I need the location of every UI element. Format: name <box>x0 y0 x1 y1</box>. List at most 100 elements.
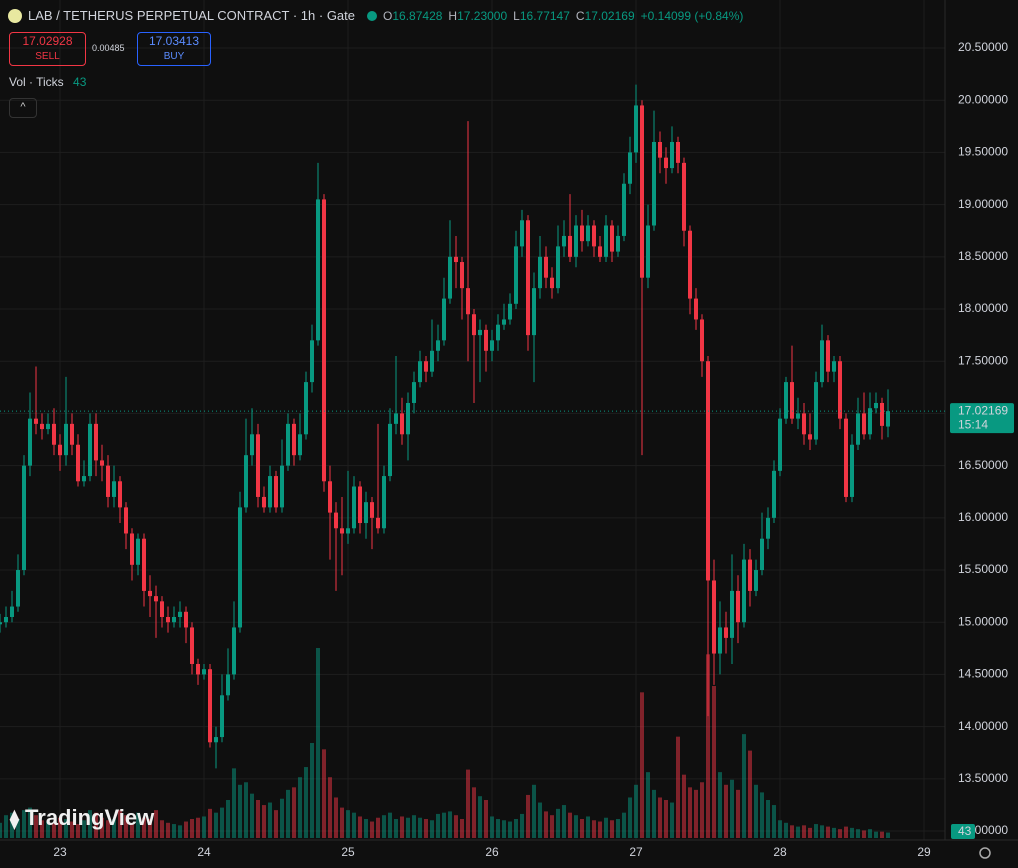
last-price-box <box>950 403 1014 434</box>
candle-body <box>520 220 524 247</box>
ohlc-value: 16.87428 <box>392 8 443 23</box>
volume-bar <box>118 810 122 838</box>
candle-body <box>184 611 188 628</box>
sell-button[interactable]: 17.02928 SELL <box>9 32 86 66</box>
volume-bar <box>106 820 110 838</box>
volume-bar <box>4 815 8 838</box>
symbol-title[interactable]: LAB / TETHERUS PERPETUAL CONTRACT · 1h ·… <box>28 8 356 23</box>
volume-bar <box>286 789 290 838</box>
volume-bar <box>508 821 512 838</box>
candle-body <box>676 141 680 163</box>
candle-body <box>52 423 56 445</box>
x-tick-label: 23 <box>53 845 67 859</box>
volume-bar <box>328 777 332 838</box>
y-tick-label: 18.00000 <box>958 301 1008 315</box>
volume-bar <box>412 815 416 838</box>
buy-button[interactable]: 17.03413 BUY <box>137 32 211 66</box>
volume-bar <box>826 826 830 838</box>
volume-bar <box>802 825 806 838</box>
candle-body <box>412 382 416 403</box>
settings-icon[interactable] <box>979 847 991 859</box>
y-tick-label: 20.50000 <box>958 40 1008 54</box>
volume-bar <box>532 784 536 838</box>
candle-body <box>334 512 338 529</box>
volume-bar <box>142 817 146 838</box>
candle-body <box>328 481 332 513</box>
candle-body <box>0 622 2 625</box>
candle-body <box>256 434 260 497</box>
volume-bar <box>496 819 500 838</box>
candle-body <box>628 152 632 184</box>
volume-bar <box>214 812 218 838</box>
volume-bar <box>514 819 518 838</box>
candle-body <box>160 601 164 618</box>
volume-bar <box>700 782 704 838</box>
volume-bar <box>358 816 362 838</box>
volume-bar <box>880 831 884 838</box>
candle-body <box>202 669 206 675</box>
volume-bar <box>484 800 488 838</box>
volume-bar <box>772 805 776 838</box>
candle-body <box>382 476 386 529</box>
candle-body <box>724 627 728 638</box>
volume-bar <box>886 832 890 838</box>
volume-bar <box>574 815 578 838</box>
candle-body <box>508 303 512 320</box>
volume-bar <box>706 654 710 838</box>
volume-bar <box>418 817 422 838</box>
candle-body <box>496 324 500 341</box>
candle-body <box>370 502 374 518</box>
candle-body <box>754 570 758 591</box>
volume-bar <box>610 820 614 838</box>
candle-body <box>124 507 128 534</box>
candle-body <box>346 528 350 534</box>
volume-bar <box>82 820 86 838</box>
candle-body <box>616 235 620 252</box>
candle-body <box>112 481 116 497</box>
candle-body <box>262 496 266 508</box>
candle-body <box>778 418 782 471</box>
volume-bar <box>520 813 524 838</box>
y-tick-label: 19.50000 <box>958 145 1008 159</box>
volume-bar <box>616 819 620 838</box>
candle-body <box>94 423 98 461</box>
candle-body <box>16 570 20 607</box>
countdown: 15:14 <box>958 417 988 431</box>
volume-bar <box>628 797 632 838</box>
volume-bar <box>220 807 224 838</box>
volume-bar <box>454 815 458 838</box>
candle-body <box>580 225 584 242</box>
candle-body <box>10 606 14 618</box>
volume-bar <box>586 816 590 838</box>
candle-body <box>286 423 290 466</box>
volume-bar <box>820 825 824 838</box>
candle-body <box>664 157 668 169</box>
candle-body <box>208 669 212 743</box>
candle-body <box>838 361 842 419</box>
candle-body <box>40 423 44 430</box>
candle-body <box>688 230 692 299</box>
volume-bar <box>238 784 242 838</box>
volume-bar <box>526 794 530 838</box>
candle-body <box>718 627 722 654</box>
candle-body <box>856 413 860 445</box>
volume-bar <box>94 812 98 838</box>
y-tick-label: 15.50000 <box>958 562 1008 576</box>
ohlc-label: L <box>513 8 520 23</box>
volume-bar <box>376 817 380 838</box>
candle-body <box>736 590 740 623</box>
collapse-button[interactable]: ^ <box>9 98 37 118</box>
candle-body <box>568 235 572 257</box>
candle-body <box>562 235 566 247</box>
candle-body <box>550 277 554 289</box>
candle-body <box>610 225 614 252</box>
indicator-name[interactable]: Vol · Ticks <box>9 75 64 89</box>
volume-bar <box>430 820 434 838</box>
candle-body <box>142 538 146 591</box>
candle-body <box>712 580 716 654</box>
candle-body <box>430 350 434 372</box>
volume-bar <box>604 817 608 838</box>
candle-body <box>136 538 140 565</box>
volume-bar <box>274 810 278 838</box>
